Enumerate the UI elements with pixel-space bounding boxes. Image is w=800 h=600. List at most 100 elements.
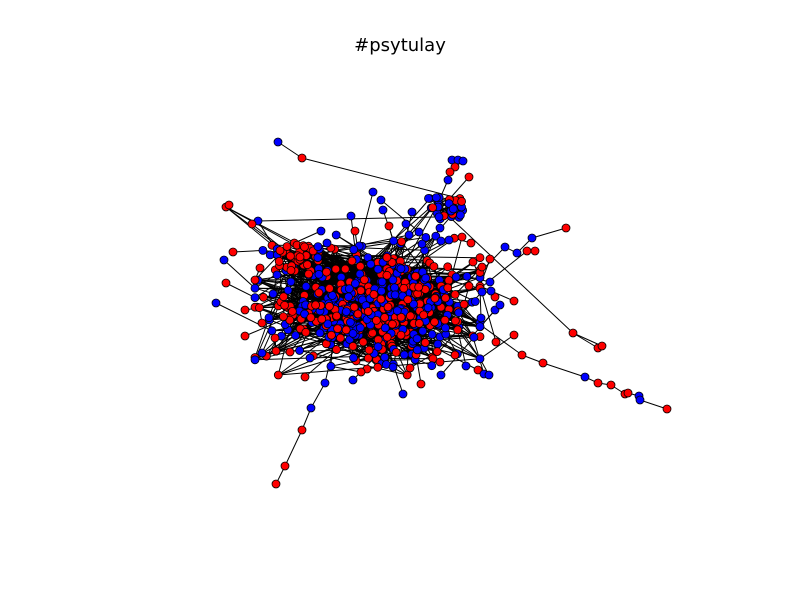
graph-edge	[254, 266, 288, 289]
graph-node	[326, 361, 336, 371]
graph-node	[380, 352, 390, 362]
graph-node	[306, 403, 316, 413]
graph-node	[306, 313, 316, 323]
graph-node	[273, 137, 283, 147]
graph-node	[348, 341, 358, 351]
graph-node	[376, 294, 386, 304]
graph-node	[409, 299, 418, 309]
graph-node	[297, 153, 307, 163]
graph-node	[335, 333, 345, 343]
graph-node	[286, 277, 296, 287]
graph-node	[485, 254, 495, 264]
graph-node	[211, 298, 221, 308]
graph-edge	[451, 236, 463, 275]
graph-node	[283, 285, 293, 295]
graph-node	[373, 264, 383, 274]
graph-node	[285, 347, 295, 357]
graph-node	[270, 333, 280, 343]
graph-node	[475, 322, 485, 332]
graph-node	[427, 361, 437, 371]
graph-node	[376, 195, 386, 205]
graph-node	[530, 246, 540, 256]
graph-node	[285, 251, 295, 261]
graph-node	[373, 342, 383, 352]
graph-node	[454, 308, 464, 318]
figure-title: #psytulay	[354, 35, 446, 56]
graph-edge	[542, 362, 586, 378]
graph-node	[313, 242, 323, 252]
graph-node	[470, 297, 480, 306]
graph-node	[561, 223, 571, 233]
graph-node	[314, 269, 324, 279]
graph-node	[344, 284, 354, 294]
graph-node	[332, 311, 342, 321]
graph-node	[485, 277, 495, 287]
graph-node	[445, 167, 455, 177]
graph-edge	[531, 227, 567, 239]
graph-node	[431, 193, 441, 203]
graph-node	[355, 323, 365, 333]
graph-edge	[457, 329, 467, 367]
graph-node	[443, 175, 453, 185]
graph-node	[399, 350, 409, 360]
graph-node	[450, 350, 460, 360]
graph-node	[476, 313, 486, 323]
graph-node	[453, 325, 463, 335]
graph-node	[389, 236, 399, 246]
graph-edge	[358, 191, 374, 247]
graph-nodes	[211, 137, 672, 489]
graph-node	[403, 295, 413, 305]
graph-node	[416, 379, 426, 389]
graph-node	[257, 318, 267, 328]
graph-node	[325, 283, 334, 293]
graph-node	[348, 375, 358, 385]
graph-node	[380, 323, 390, 333]
graph-node	[257, 348, 267, 358]
graph-node	[635, 395, 645, 405]
graph-node	[280, 461, 290, 471]
graph-node	[259, 292, 268, 302]
graph-node	[224, 200, 234, 210]
graph-node	[568, 328, 578, 338]
graph-node	[455, 210, 465, 220]
graph-node	[304, 269, 314, 279]
graph-node	[274, 256, 284, 266]
graph-node	[364, 345, 374, 355]
graph-edge	[310, 382, 326, 409]
graph-node	[466, 238, 476, 248]
graph-node	[313, 253, 323, 263]
graph-node	[412, 334, 422, 344]
graph-node	[350, 279, 360, 289]
graph-node	[349, 353, 358, 363]
graph-node	[347, 256, 357, 266]
graph-edge	[457, 308, 523, 356]
graph-edge	[572, 332, 599, 349]
graph-edge	[479, 334, 515, 360]
graph-node	[477, 287, 487, 297]
graph-node	[475, 253, 485, 263]
graph-node	[387, 319, 397, 329]
graph-node	[522, 246, 532, 256]
graph-node	[345, 317, 355, 327]
graph-node	[433, 339, 443, 349]
graph-node	[461, 361, 471, 371]
graph-node	[344, 292, 353, 302]
graph-node	[509, 330, 519, 340]
graph-node	[346, 211, 356, 221]
graph-edge	[277, 141, 303, 159]
graph-node	[383, 302, 393, 312]
graph-node	[331, 264, 341, 274]
graph-node	[322, 267, 331, 277]
graph-node	[444, 275, 454, 285]
graph-node	[464, 172, 474, 182]
graph-node	[443, 262, 453, 272]
graph-node	[451, 272, 461, 282]
graph-node	[405, 311, 415, 321]
graph-node	[254, 303, 264, 313]
graph-node	[430, 317, 439, 327]
graph-node	[391, 347, 401, 357]
graph-node	[301, 327, 311, 337]
graph-node	[295, 252, 305, 262]
graph-node	[359, 275, 369, 285]
